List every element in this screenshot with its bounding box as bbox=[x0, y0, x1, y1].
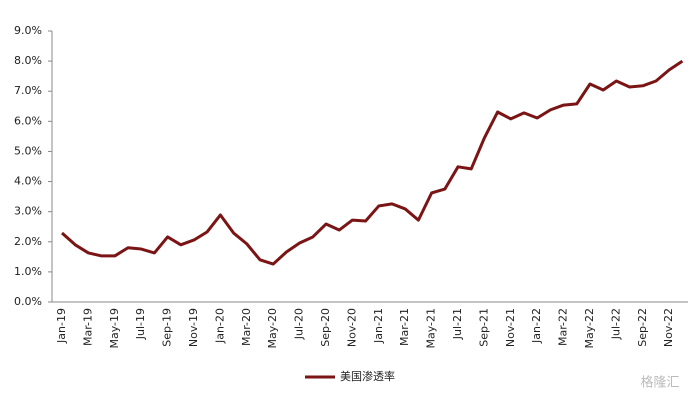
x-tick-label: Jul-22 bbox=[609, 308, 622, 340]
watermark: 格隆汇 bbox=[640, 375, 679, 391]
x-tick-label: Nov-20 bbox=[345, 308, 358, 347]
x-tick-label: Nov-22 bbox=[662, 308, 675, 347]
x-tick-label: Mar-21 bbox=[398, 308, 411, 346]
y-tick-label: 2.0% bbox=[14, 235, 42, 248]
y-tick-label: 9.0% bbox=[14, 24, 42, 37]
x-tick-label: May-22 bbox=[583, 308, 596, 349]
x-tick-label: Sep-20 bbox=[319, 308, 332, 347]
y-tick-label: 5.0% bbox=[14, 144, 42, 157]
y-tick-label: 6.0% bbox=[14, 114, 42, 127]
y-tick-label: 7.0% bbox=[14, 84, 42, 97]
y-tick-label: 8.0% bbox=[14, 54, 42, 67]
x-tick-label: May-21 bbox=[425, 308, 438, 349]
x-tick-label: Mar-20 bbox=[240, 308, 253, 346]
x-tick-label: Jul-20 bbox=[293, 308, 306, 340]
line bbox=[61, 59, 684, 266]
x-tick-label: May-20 bbox=[266, 308, 279, 349]
x-tick-label: Jul-19 bbox=[134, 308, 147, 340]
x-tick-label: Sep-22 bbox=[636, 308, 649, 347]
x-tick-label: Jan-22 bbox=[530, 308, 543, 344]
y-tick-label: 1.0% bbox=[14, 265, 42, 278]
x-tick-label: Nov-19 bbox=[187, 308, 200, 347]
legend-label: 美国渗透率 bbox=[340, 369, 395, 383]
x-tick-label: Nov-21 bbox=[504, 308, 517, 347]
y-tick-label: 0.0% bbox=[14, 295, 42, 308]
x-tick-label: May-19 bbox=[108, 308, 121, 349]
x-tick-label: Sep-21 bbox=[477, 308, 490, 347]
y-tick-label: 4.0% bbox=[14, 175, 42, 188]
y-tick-label: 3.0% bbox=[14, 205, 42, 218]
x-tick-label: Jan-21 bbox=[372, 308, 385, 344]
x-tick-label: Jan-20 bbox=[213, 308, 226, 344]
x-tick-label: Jan-19 bbox=[55, 308, 68, 344]
x-tick-label: Mar-22 bbox=[557, 308, 570, 346]
x-tick-label: Mar-19 bbox=[81, 308, 94, 346]
x-tick-label: Sep-19 bbox=[161, 308, 174, 347]
x-tick-label: Jul-21 bbox=[451, 308, 464, 340]
